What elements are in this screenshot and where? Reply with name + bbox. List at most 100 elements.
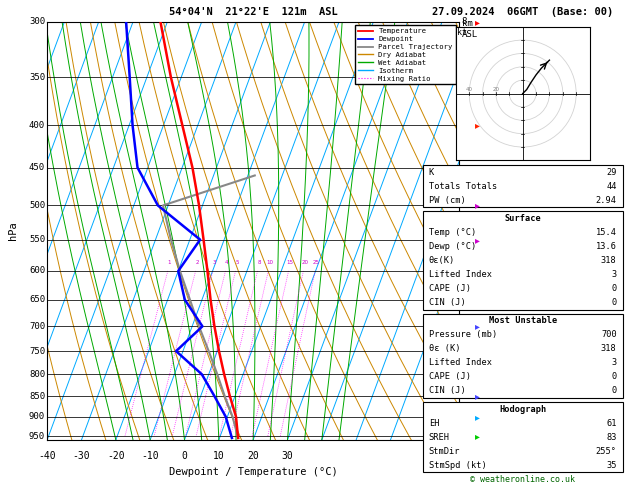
Text: 2: 2	[196, 260, 199, 265]
Text: 1: 1	[461, 392, 467, 400]
Text: 35: 35	[606, 461, 616, 469]
Text: Dewp (°C): Dewp (°C)	[429, 242, 476, 251]
Text: K: K	[429, 168, 434, 177]
Text: ▸: ▸	[475, 17, 480, 27]
Text: ▸: ▸	[475, 120, 480, 130]
Text: 700: 700	[601, 330, 616, 339]
Text: 2.94: 2.94	[596, 196, 616, 205]
Text: ▸: ▸	[475, 321, 480, 331]
Text: 318: 318	[601, 344, 616, 353]
Text: 5: 5	[461, 235, 467, 244]
Text: 3: 3	[461, 322, 467, 331]
Text: 600: 600	[29, 266, 45, 276]
Text: θε(K): θε(K)	[429, 256, 455, 265]
Text: 3: 3	[213, 260, 216, 265]
Bar	[423, 165, 623, 207]
Text: ▸: ▸	[475, 235, 480, 244]
Text: 300: 300	[29, 17, 45, 26]
Bar	[423, 314, 623, 398]
Text: EH: EH	[429, 418, 439, 428]
Text: Totals Totals: Totals Totals	[429, 182, 497, 191]
Text: hPa: hPa	[8, 222, 18, 240]
Text: ▸: ▸	[475, 412, 480, 422]
Text: 20: 20	[301, 260, 308, 265]
Text: 318: 318	[601, 256, 616, 265]
Text: 25: 25	[313, 260, 320, 265]
Text: -40: -40	[38, 451, 56, 461]
Text: 10: 10	[213, 451, 225, 461]
Text: 6: 6	[461, 201, 467, 210]
Text: 0: 0	[611, 386, 616, 395]
Text: ▸: ▸	[475, 200, 480, 210]
Text: 44: 44	[606, 182, 616, 191]
Text: 83: 83	[606, 433, 616, 442]
Text: 800: 800	[29, 370, 45, 379]
Text: 8: 8	[257, 260, 260, 265]
Text: 15.4: 15.4	[596, 228, 616, 237]
Text: 10: 10	[266, 260, 273, 265]
Text: Pressure (mb): Pressure (mb)	[429, 330, 497, 339]
Text: Temp (°C): Temp (°C)	[429, 228, 476, 237]
Text: 0: 0	[611, 284, 616, 293]
Text: θε (K): θε (K)	[429, 344, 460, 353]
Text: 15: 15	[286, 260, 293, 265]
Text: 255°: 255°	[596, 447, 616, 455]
Text: 40: 40	[465, 87, 473, 92]
Text: 500: 500	[29, 201, 45, 210]
Bar	[423, 211, 623, 310]
Text: 900: 900	[29, 412, 45, 421]
Text: Lifted Index: Lifted Index	[429, 358, 492, 367]
Text: 0: 0	[182, 451, 187, 461]
Text: 350: 350	[29, 73, 45, 82]
Text: CIN (J): CIN (J)	[429, 386, 465, 395]
Text: 20: 20	[247, 451, 259, 461]
Text: 61: 61	[606, 418, 616, 428]
Text: 27.09.2024  06GMT  (Base: 00): 27.09.2024 06GMT (Base: 00)	[432, 7, 613, 17]
Text: km
ASL: km ASL	[462, 19, 479, 39]
Text: CAPE (J): CAPE (J)	[429, 284, 470, 293]
Text: 950: 950	[29, 432, 45, 441]
Text: ▸: ▸	[475, 431, 480, 441]
Text: 750: 750	[29, 347, 45, 356]
Bar	[423, 402, 623, 472]
Text: Most Unstable: Most Unstable	[489, 316, 557, 325]
Text: StmDir: StmDir	[429, 447, 460, 455]
Text: 13.6: 13.6	[596, 242, 616, 251]
Text: 3: 3	[611, 358, 616, 367]
Text: 20: 20	[493, 87, 499, 92]
Text: LCL: LCL	[461, 432, 477, 441]
Text: Dewpoint / Temperature (°C): Dewpoint / Temperature (°C)	[169, 467, 338, 477]
Text: 0: 0	[611, 372, 616, 382]
Text: 7: 7	[461, 121, 467, 130]
Text: 2: 2	[461, 370, 467, 379]
Text: 0: 0	[611, 298, 616, 307]
Text: 850: 850	[29, 392, 45, 400]
Text: 700: 700	[29, 322, 45, 331]
Legend: Temperature, Dewpoint, Parcel Trajectory, Dry Adiabat, Wet Adiabat, Isotherm, Mi: Temperature, Dewpoint, Parcel Trajectory…	[355, 25, 455, 85]
Text: 400: 400	[29, 121, 45, 130]
Text: ▸: ▸	[475, 391, 480, 401]
Text: 29: 29	[606, 168, 616, 177]
Text: -10: -10	[142, 451, 159, 461]
Text: 3: 3	[611, 270, 616, 279]
Text: 54°04'N  21°22'E  121m  ASL: 54°04'N 21°22'E 121m ASL	[169, 7, 338, 17]
Text: -30: -30	[73, 451, 91, 461]
Text: 4: 4	[225, 260, 229, 265]
Text: © weatheronline.co.uk: © weatheronline.co.uk	[470, 474, 575, 484]
Text: -20: -20	[107, 451, 125, 461]
Text: 8: 8	[461, 17, 467, 26]
Text: CIN (J): CIN (J)	[429, 298, 465, 307]
Text: 650: 650	[29, 295, 45, 304]
Text: PW (cm): PW (cm)	[429, 196, 465, 205]
Text: kt: kt	[457, 28, 467, 37]
Text: Hodograph: Hodograph	[499, 404, 547, 414]
Text: CAPE (J): CAPE (J)	[429, 372, 470, 382]
Text: 550: 550	[29, 235, 45, 244]
Text: SREH: SREH	[429, 433, 450, 442]
Text: 5: 5	[235, 260, 239, 265]
Text: StmSpd (kt): StmSpd (kt)	[429, 461, 486, 469]
Text: Lifted Index: Lifted Index	[429, 270, 492, 279]
Text: 4: 4	[461, 266, 467, 276]
Text: 1: 1	[167, 260, 171, 265]
Text: 30: 30	[282, 451, 293, 461]
